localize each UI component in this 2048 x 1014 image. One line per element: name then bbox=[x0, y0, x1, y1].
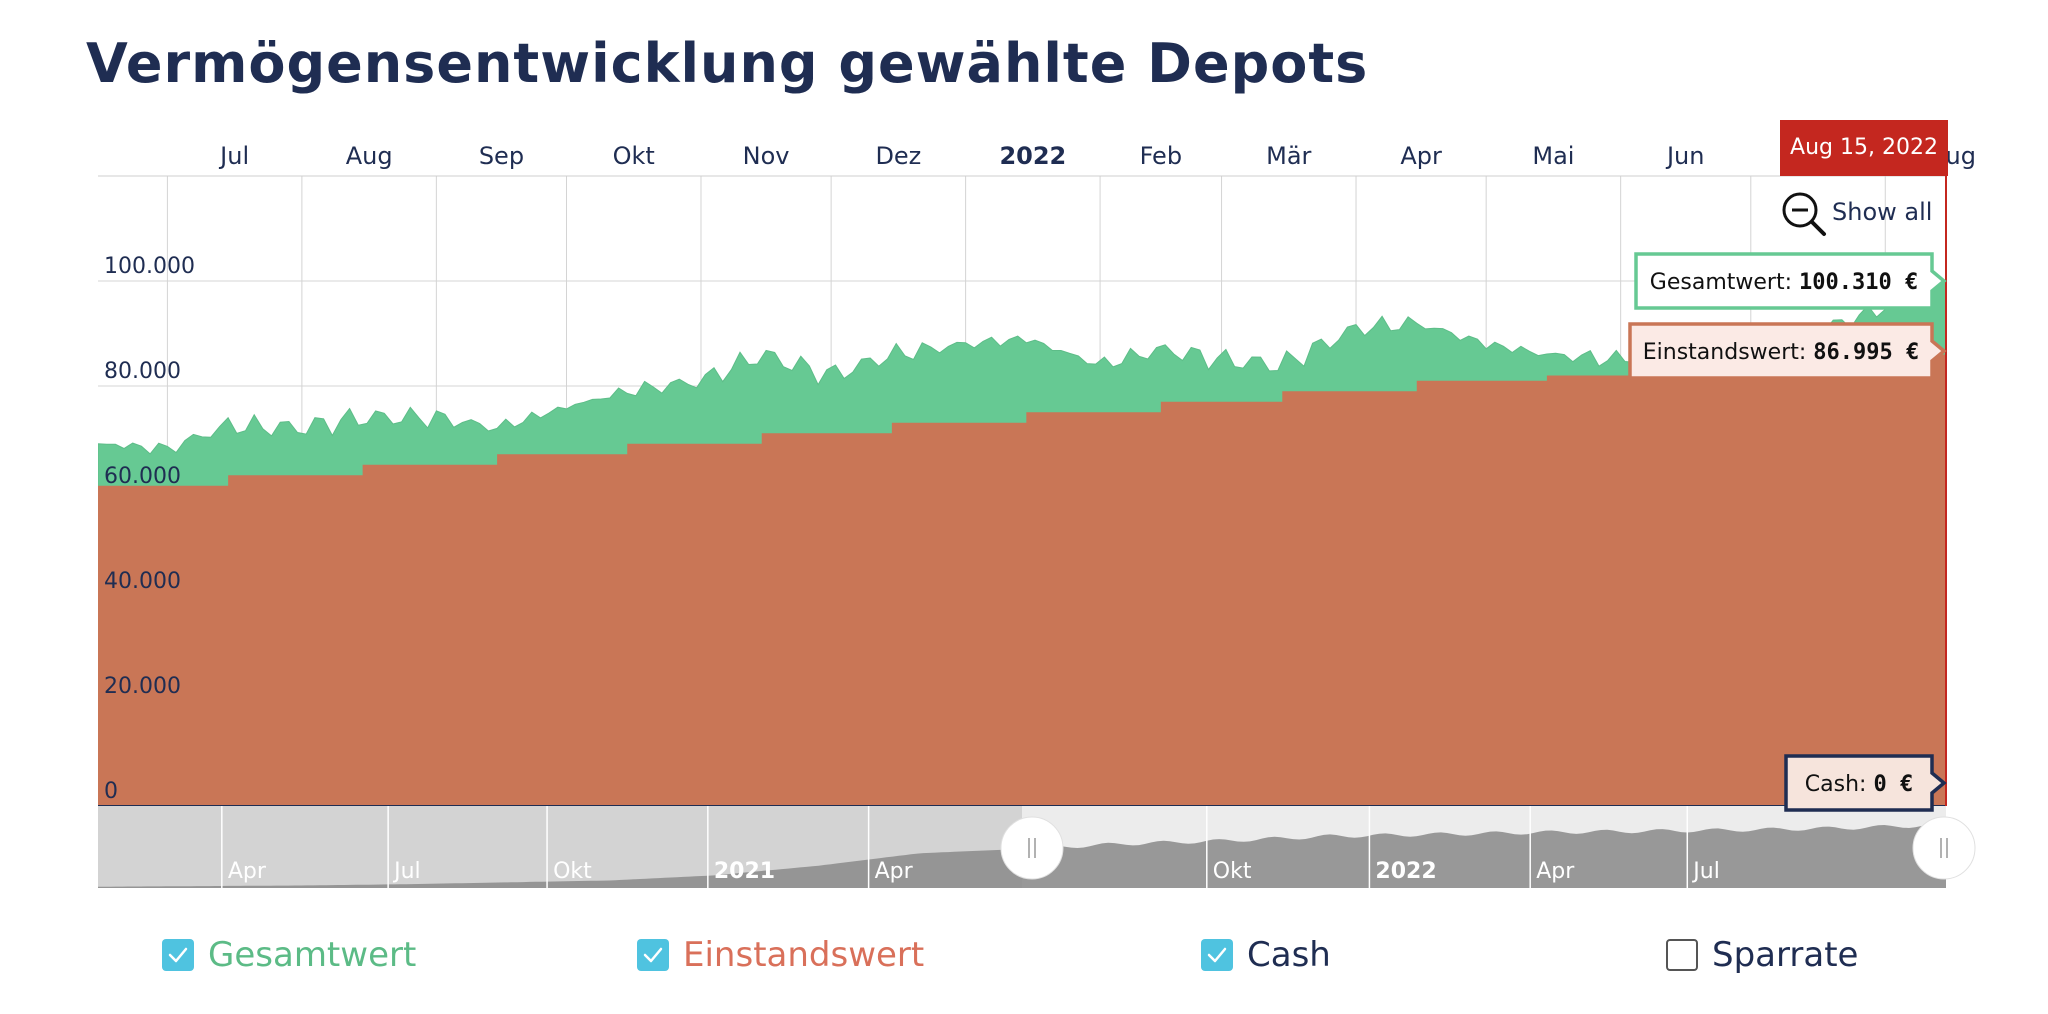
y-tick-label: 0 bbox=[104, 779, 118, 804]
navigator-tick-label: Apr bbox=[875, 859, 914, 884]
date-badge: Aug 15, 2022 bbox=[1780, 120, 1948, 176]
navigator-tick-label: 2022 bbox=[1375, 859, 1436, 884]
chart[interactable]: 0 20.000 40.000 60.000 80.000 100.000 Jul Aug S… bbox=[0, 0, 2048, 900]
tooltip-value: 0 € bbox=[1873, 772, 1913, 797]
x-tick-label: Mär bbox=[1266, 142, 1311, 170]
y-tick-label: 100.000 bbox=[104, 254, 195, 279]
checkbox[interactable] bbox=[637, 939, 669, 971]
y-tick-label: 40.000 bbox=[104, 569, 181, 594]
x-tick-label: Dez bbox=[875, 142, 921, 170]
tooltip-box bbox=[1784, 754, 1947, 812]
tooltip-gesamtwert: Gesamtwert: 100.310 € bbox=[1634, 252, 1947, 310]
tooltip-text: Einstandswert: 86.995 € bbox=[1643, 340, 1919, 365]
navigator-tick-label: Okt bbox=[1213, 859, 1252, 884]
legend-item-sparrate[interactable]: Sparrate bbox=[1666, 930, 1858, 980]
tooltip-label: Gesamtwert: bbox=[1650, 270, 1799, 295]
drag-handle-icon[interactable] bbox=[1000, 816, 1064, 880]
legend-label[interactable]: Einstandswert bbox=[683, 935, 925, 975]
date-badge-bg bbox=[1780, 120, 1948, 176]
x-tick-label: Aug bbox=[346, 142, 393, 170]
tooltips: Gesamtwert: 100.310 € Einstandswert: 86.9… bbox=[1628, 252, 1947, 812]
tooltip-text: Gesamtwert: 100.310 € bbox=[1650, 270, 1918, 295]
y-axis: 0 20.000 40.000 60.000 80.000 100.000 bbox=[104, 254, 195, 804]
tooltip-einstandswert: Einstandswert: 86.995 € bbox=[1628, 322, 1947, 380]
range-navigator[interactable]: Apr Jul Okt 2021 Apr Okt 2022 Apr Jul bbox=[98, 806, 1976, 888]
navigator-tick-label: Jul bbox=[392, 859, 421, 884]
tooltip-cash: Cash: 0 € bbox=[1784, 754, 1947, 812]
check-icon bbox=[1207, 947, 1227, 963]
tooltip-text: Cash: 0 € bbox=[1805, 772, 1913, 797]
x-tick-label: Sep bbox=[479, 142, 524, 170]
checkbox[interactable] bbox=[1201, 939, 1233, 971]
x-tick-label: 2022 bbox=[999, 142, 1066, 170]
tooltip-value: 86.995 € bbox=[1813, 340, 1919, 365]
legend-label[interactable]: Cash bbox=[1247, 935, 1331, 975]
legend-item-einstandswert[interactable]: Einstandswert bbox=[637, 930, 924, 980]
legend-label[interactable]: Sparrate bbox=[1712, 935, 1859, 975]
navigator-tick-label: Jul bbox=[1691, 859, 1720, 884]
tooltip-value: 100.310 € bbox=[1799, 270, 1918, 295]
navigator-handle-right[interactable] bbox=[1912, 816, 1976, 880]
zoom-out-icon-handle bbox=[1810, 220, 1826, 236]
chart-series[interactable] bbox=[98, 278, 1946, 806]
x-tick-label: Nov bbox=[743, 142, 790, 170]
checkbox[interactable] bbox=[162, 939, 194, 971]
x-tick-label: Jul bbox=[218, 142, 249, 170]
date-badge-label: Aug 15, 2022 bbox=[1790, 135, 1938, 160]
x-tick-label: Jun bbox=[1665, 142, 1705, 170]
tooltip-label: Cash: bbox=[1805, 772, 1874, 797]
legend-label[interactable]: Gesamtwert bbox=[208, 935, 417, 975]
drag-handle-icon[interactable] bbox=[1912, 816, 1976, 880]
zoom-out-icon[interactable] bbox=[1782, 192, 1818, 228]
series-einstandswert-area[interactable] bbox=[98, 349, 1946, 806]
page-title: Vermögensentwicklung gewählte Depots bbox=[86, 32, 1369, 95]
navigator-tick-label: Apr bbox=[1536, 859, 1575, 884]
navigator-tick-label: 2021 bbox=[714, 859, 775, 884]
check-icon bbox=[643, 947, 663, 963]
tooltip-box bbox=[1628, 322, 1947, 380]
y-tick-label: 80.000 bbox=[104, 359, 181, 384]
x-axis: JulAugSepOktNovDez2022FebMärAprMaiJunJul… bbox=[218, 142, 1976, 170]
navigator-tick-label: Okt bbox=[553, 859, 592, 884]
show-all-label[interactable]: Show all bbox=[1832, 198, 1932, 226]
x-tick-label: Apr bbox=[1400, 142, 1442, 170]
check-icon bbox=[168, 947, 188, 963]
checkbox[interactable] bbox=[1666, 939, 1698, 971]
y-tick-label: 20.000 bbox=[104, 674, 181, 699]
y-tick-label: 60.000 bbox=[104, 464, 181, 489]
legend-item-cash[interactable]: Cash bbox=[1201, 930, 1331, 980]
tooltip-box bbox=[1634, 252, 1947, 310]
legend-item-gesamtwert[interactable]: Gesamtwert bbox=[162, 930, 416, 980]
crosshair: Aug 15, 2022 bbox=[1780, 120, 1948, 806]
x-tick-label: Mai bbox=[1532, 142, 1574, 170]
x-tick-label: Okt bbox=[613, 142, 655, 170]
navigator-handle-left[interactable] bbox=[1000, 816, 1064, 880]
tooltip-label: Einstandswert: bbox=[1643, 340, 1814, 365]
navigator-tick-label: Apr bbox=[228, 859, 267, 884]
x-tick-label: Feb bbox=[1140, 142, 1183, 170]
show-all-button[interactable]: Show all bbox=[1782, 192, 1932, 236]
